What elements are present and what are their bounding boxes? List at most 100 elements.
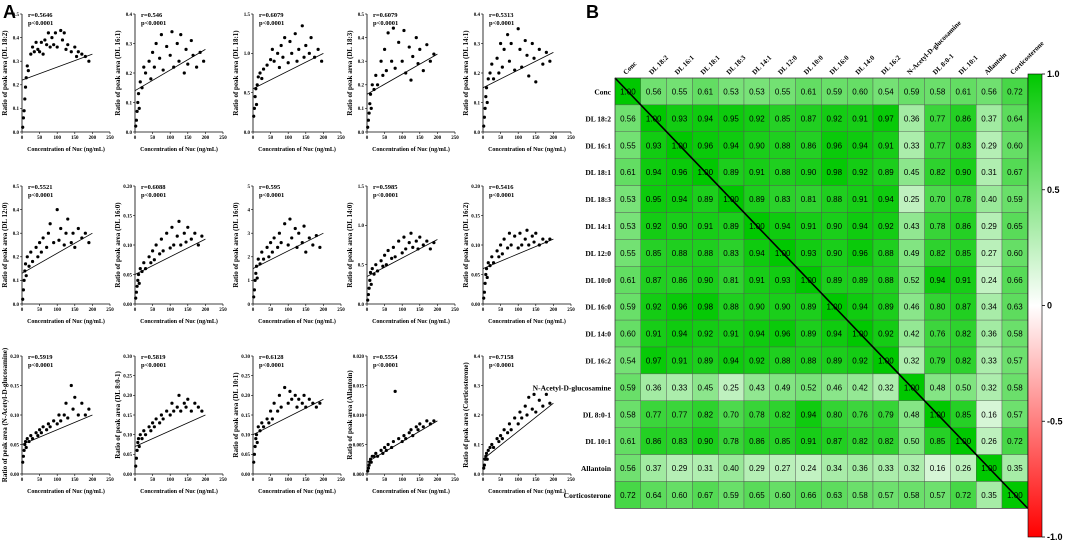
heatmap-cell: [924, 373, 951, 401]
y-tick-label: 0.1: [474, 101, 481, 106]
data-point: [45, 43, 49, 47]
heatmap-cell: [821, 131, 848, 159]
data-point: [499, 434, 503, 438]
heatmap-cell-value: 0.89: [878, 168, 894, 177]
x-axis-label: Concentration of Nuc (ng/mL): [140, 488, 218, 495]
heatmap-cell: [640, 266, 667, 294]
data-point: [265, 245, 269, 249]
data-point: [23, 85, 28, 89]
data-point: [509, 243, 513, 247]
data-point: [379, 59, 383, 63]
heatmap-row-label: Conc: [594, 87, 611, 96]
x-axis-label: Concentration of Nuc (ng/mL): [372, 146, 450, 153]
heatmap-cell: [614, 427, 641, 455]
data-point: [193, 401, 197, 405]
data-point: [295, 405, 299, 409]
data-point: [530, 41, 534, 46]
scatter-subplot-dl183: 0 50 100 150 200 250 0.0 0.1 0.2 0.3 0.4 0.5 r=0.607…: [346, 12, 459, 153]
data-point: [39, 40, 43, 44]
heatmap-cell-value: 0.59: [904, 87, 920, 96]
heatmap-cell-value: 0.58: [904, 491, 920, 500]
x-tick-label: 0: [252, 478, 255, 483]
heatmap-cell-value: 0.16: [981, 410, 997, 419]
data-point: [490, 255, 494, 259]
x-tick-label: 0: [366, 136, 369, 141]
heatmap-cell: [769, 104, 796, 133]
heatmap-cell-value: 0.36: [904, 114, 920, 123]
data-point: [520, 243, 524, 247]
data-point: [495, 437, 499, 441]
data-point: [527, 74, 531, 78]
heatmap-cell-value: 0.43: [904, 222, 920, 231]
y-tick-label: 0.005: [353, 443, 365, 448]
data-point: [523, 38, 527, 43]
heatmap-cell-value: 0.65: [749, 491, 765, 500]
data-point: [516, 246, 520, 250]
heatmap-cell: [872, 454, 899, 482]
heatmap-cell: [924, 481, 951, 509]
data-point: [267, 421, 271, 425]
data-point: [142, 429, 146, 433]
data-point: [383, 253, 387, 257]
data-point: [38, 50, 42, 54]
heatmap-cell-value: 0.97: [878, 114, 894, 123]
data-point: [491, 77, 496, 81]
heatmap-cell-value: 0.83: [775, 195, 791, 204]
x-tick-label: 0: [482, 308, 485, 313]
heatmap-cell: [769, 266, 796, 294]
heatmap-cell: [795, 77, 822, 106]
heatmap-cell: [769, 481, 796, 509]
heatmap-cell-value: 0.77: [930, 114, 946, 123]
data-point: [158, 421, 162, 425]
data-point: [293, 32, 297, 36]
data-point: [375, 83, 380, 87]
data-point: [27, 264, 31, 268]
y-tick-label: 1.5: [358, 185, 365, 190]
data-point: [485, 100, 489, 105]
heatmap-cell-value: 0.82: [930, 168, 946, 177]
p-value: p<0.0001: [259, 192, 284, 199]
data-point: [286, 61, 290, 65]
data-point: [302, 393, 306, 397]
heatmap-cell-value: 0.82: [956, 330, 972, 339]
heatmap-cell: [666, 77, 693, 106]
heatmap-cell-value: 0.59: [827, 87, 843, 96]
data-point: [391, 439, 395, 444]
data-point: [500, 437, 504, 441]
x-tick-label: 200: [320, 308, 328, 313]
data-point: [165, 44, 169, 49]
data-point: [175, 405, 179, 409]
heatmap-cell: [692, 104, 719, 133]
y-tick-label: 0.4: [474, 13, 481, 18]
data-point: [135, 448, 139, 452]
data-point: [136, 272, 141, 277]
data-point: [421, 243, 425, 247]
data-point: [152, 425, 156, 429]
heatmap-cell: [950, 319, 977, 348]
data-point: [189, 38, 193, 43]
x-tick-label: 100: [166, 136, 174, 141]
heatmap-cell-value: 0.91: [801, 222, 817, 231]
heatmap-row-label: Allantoin: [581, 464, 612, 473]
y-tick-label: 0.3: [358, 60, 365, 65]
data-point: [414, 239, 418, 243]
data-point: [366, 466, 371, 470]
data-point: [411, 54, 415, 59]
data-point: [66, 43, 70, 47]
data-point: [196, 405, 200, 409]
data-point: [69, 241, 73, 245]
data-point: [22, 278, 26, 282]
scatter-subplot-cortico: 0 50 100 150 200 250 0.0 0.1 0.2 0.3 0.4 r=0.7158p<…: [462, 354, 575, 495]
p-value: p<0.0001: [489, 362, 514, 369]
r-value: r=0.5985: [373, 184, 398, 191]
heatmap-cell: [614, 481, 641, 509]
y-axis-label: Ratio of peak area (DL 14:1): [462, 30, 470, 116]
heatmap-cell-value: 0.58: [620, 410, 636, 419]
data-point: [428, 247, 432, 251]
y-tick-label: 0.15: [123, 414, 132, 419]
heatmap-cell-value: 0.96: [672, 303, 688, 312]
heatmap-cell-value: 0.92: [852, 168, 868, 177]
heatmap-cell-value: 0.80: [930, 303, 946, 312]
heatmap-cell: [769, 158, 796, 186]
data-point: [537, 398, 541, 402]
